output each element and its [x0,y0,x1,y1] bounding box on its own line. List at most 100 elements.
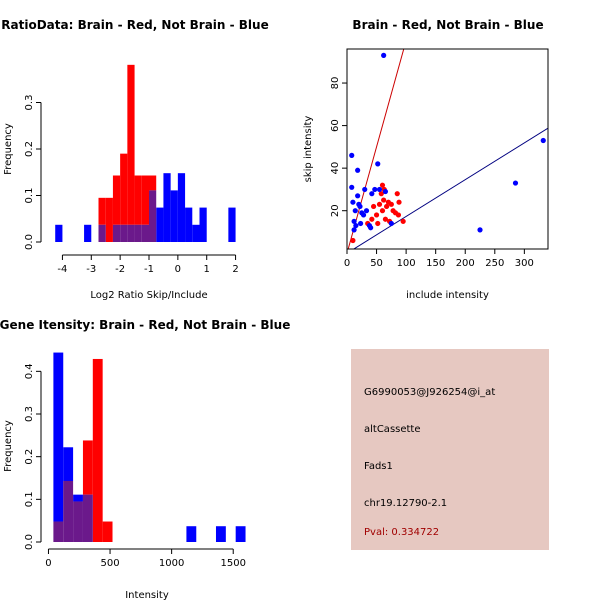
reference-lines [347,49,548,249]
p-value: Pval: 0.334722 [364,527,440,538]
x-tick-label: 0 [344,258,350,269]
locus: chr19.12790-2.1 [364,498,448,509]
point-brain [400,218,406,224]
point-brain [350,237,356,244]
bar-brain [92,358,103,542]
x-tick-label: 150 [426,258,445,269]
point-brain [371,203,377,210]
point-brain [369,216,375,222]
point-not-brain [375,161,381,167]
point-not-brain [350,199,356,205]
point-brain [375,220,381,227]
chart-title: RatioData: Brain - Red, Not Brain - Blue [1,18,268,32]
x-tick-label: 200 [456,258,475,269]
y-axis-label: Frequency [3,123,14,175]
point-not-brain [352,208,358,214]
y-tick-label: 0.1 [24,188,35,204]
bar-brain [149,175,157,191]
event-type: altCassette [364,424,421,435]
bar-overlap [63,480,74,542]
bar-brain [112,175,121,225]
x-tick-label: 100 [397,258,416,269]
bar-brain [98,197,106,225]
point-brain [395,212,402,218]
info-panel: G6990053@J926254@i_at altCassette Fads1 … [351,349,549,550]
bar-brain [134,175,142,225]
point-not-brain [376,186,383,193]
probe-id: G6990053@J926254@i_at [364,387,496,398]
x-tick-label: 300 [515,258,534,269]
point-not-brain [363,208,370,214]
bar-overlap [149,190,157,242]
y-tick-label: 0.0 [24,234,35,250]
point-brain [378,191,384,197]
x-tick-label: -1 [144,264,154,275]
bar-overlap [134,224,142,242]
bar-not-brain [63,447,74,481]
point-brain [373,212,380,218]
x-tick-label: -4 [57,264,67,275]
y-tick-label: 0.0 [24,534,35,550]
x-tick-label: 0 [175,264,181,275]
bar-not-brain [84,224,92,242]
y-tick-label: 60 [330,119,341,132]
bar-not-brain [215,526,226,542]
point-brain [379,208,386,214]
bar-overlap [73,501,83,542]
y-tick-label: 0.3 [24,95,35,111]
bar-brain [141,175,149,225]
x-tick-label: 1500 [220,558,245,569]
bar-not-brain [185,207,193,242]
bar-not-brain [192,224,200,242]
x-tick-label: 50 [370,258,383,269]
bar-not-brain [235,526,246,542]
point-not-brain [369,191,375,197]
bar-not-brain [53,352,64,522]
y-tick-label: 20 [330,204,341,217]
bar-overlap [141,224,149,242]
point-brain [396,199,402,205]
point-not-brain [362,186,368,193]
ratio-histogram: RatioData: Brain - Red, Not Brain - Blue… [1,18,268,301]
x-axis-label: Intensity [125,590,169,600]
bar-overlap [127,224,135,242]
point-not-brain [540,137,546,144]
y-tick-label: 0.3 [24,406,35,422]
bar-brain [120,153,128,225]
y-tick-label: 0.2 [24,141,35,157]
point-not-brain [388,220,394,227]
x-tick-label: 1000 [159,558,184,569]
x-axis-label: include intensity [406,290,489,301]
x-tick-label: -3 [86,264,96,275]
y-tick-label: 0.1 [24,491,35,507]
chart-title: Gene Itensity: Brain - Red, Not Brain - … [0,318,290,332]
bar-overlap [82,494,93,542]
x-tick-label: -2 [115,264,125,275]
point-not-brain [357,220,364,227]
bar-not-brain [186,526,197,542]
bar-brain [127,64,135,225]
x-tick-label: 250 [485,258,504,269]
point-not-brain [349,152,355,158]
line-fit [352,127,548,249]
line-identity [347,49,405,249]
bar-not-brain [170,190,178,242]
y-tick-label: 0.4 [24,363,35,379]
point-brain [382,216,389,222]
point-not-brain [355,193,361,199]
y-axis-label: Frequency [3,420,14,472]
x-tick-label: 500 [101,558,120,569]
bar-not-brain [55,224,63,242]
x-tick-label: 1 [204,264,210,275]
bar-overlap [112,224,121,242]
y-tick-label: 40 [330,162,341,175]
gene-intensity-histogram: Gene Itensity: Brain - Red, Not Brain - … [0,318,290,600]
point-brain [394,191,400,197]
point-not-brain [512,180,519,186]
point-brain [388,201,394,207]
point-brain [384,203,390,210]
y-tick-label: 80 [330,77,341,90]
point-not-brain [351,218,357,224]
plot-frame [346,48,549,250]
